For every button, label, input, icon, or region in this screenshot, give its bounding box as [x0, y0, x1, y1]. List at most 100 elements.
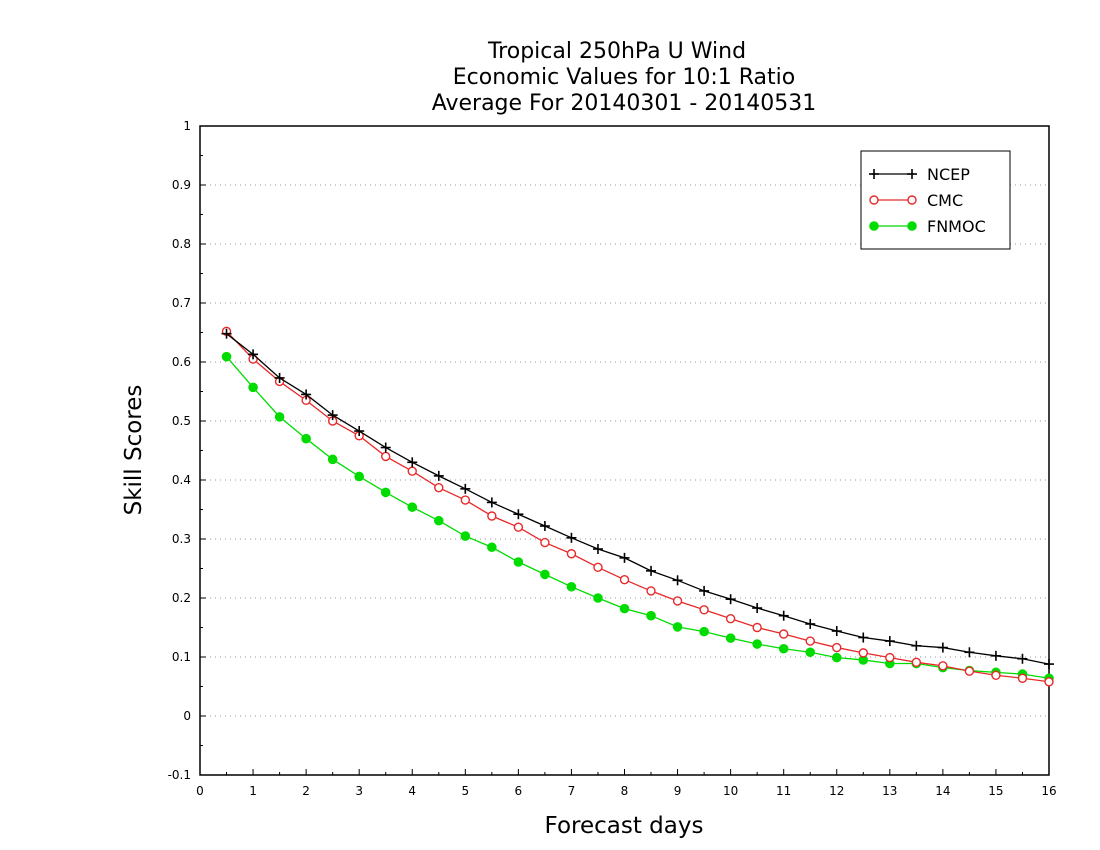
- y-tick-label: 0: [183, 709, 191, 723]
- legend-label: NCEP: [927, 165, 970, 184]
- data-point-cmc: [858, 648, 868, 658]
- data-point-cmc: [805, 636, 815, 646]
- data-point-cmc: [911, 657, 922, 668]
- data-point-fnmoc: [513, 557, 524, 567]
- data-point-cmc: [725, 613, 736, 624]
- data-point-cmc: [938, 661, 948, 671]
- data-point-fnmoc: [540, 569, 550, 580]
- data-point-ncep: [592, 544, 603, 555]
- data-point-ncep: [407, 457, 418, 468]
- data-point-ncep: [1017, 653, 1028, 664]
- y-tick-label: 0.3: [172, 532, 191, 546]
- x-tick-label: 1: [249, 784, 257, 798]
- gridlines: [200, 184, 1049, 717]
- y-axis: -0.1 0 0.1 0.2 0.3 0.4 0.5 0.6 0.7 0.8 0.9 1: [168, 119, 206, 782]
- y-tick-label: -0.1: [168, 768, 191, 782]
- data-point-cmc: [566, 549, 577, 559]
- x-tick-label: 5: [461, 784, 469, 798]
- data-point-ncep: [752, 603, 763, 614]
- x-tick-label: 10: [723, 784, 738, 798]
- data-point-cmc: [885, 652, 895, 663]
- data-point-fnmoc: [487, 542, 497, 553]
- data-point-fnmoc: [619, 603, 630, 614]
- legend-marker-right: [907, 195, 917, 205]
- data-point-ncep: [805, 618, 816, 629]
- data-point-ncep: [539, 521, 550, 532]
- data-point-cmc: [513, 522, 524, 532]
- legend: NCEP CMC FNMOC: [860, 150, 1011, 250]
- y-tick-label: 0.1: [172, 650, 191, 664]
- legend-marker-left: [869, 221, 879, 231]
- data-point-fnmoc: [831, 652, 842, 663]
- data-point-fnmoc: [301, 433, 311, 444]
- data-point-fnmoc: [805, 647, 816, 658]
- x-tick-label: 14: [935, 784, 950, 798]
- series-line-fnmoc: [226, 356, 1050, 679]
- data-point-ncep: [1044, 659, 1054, 670]
- data-point-cmc: [991, 670, 1001, 680]
- data-point-cmc: [619, 575, 630, 585]
- data-point-ncep: [619, 552, 630, 563]
- title-line-1: Tropical 250hPa U Wind: [487, 39, 746, 64]
- data-point-cmc: [540, 537, 550, 548]
- data-point-fnmoc: [646, 610, 656, 621]
- data-point-fnmoc: [725, 633, 736, 643]
- data-point-fnmoc: [460, 531, 471, 541]
- data-point-ncep: [274, 372, 285, 383]
- data-point-ncep: [831, 626, 842, 637]
- series-fnmoc: [221, 351, 1054, 684]
- data-point-cmc: [1044, 677, 1054, 687]
- data-point-ncep: [672, 575, 683, 586]
- data-point-ncep: [646, 565, 657, 576]
- data-point-fnmoc: [672, 622, 683, 632]
- data-point-fnmoc: [566, 581, 577, 592]
- data-point-ncep: [699, 585, 710, 596]
- x-tick-label: 8: [621, 784, 629, 798]
- data-point-ncep: [248, 349, 259, 360]
- y-tick-label: 0.4: [172, 473, 191, 487]
- data-point-cmc: [593, 562, 603, 573]
- data-point-fnmoc: [380, 487, 391, 498]
- data-point-ncep: [566, 532, 577, 543]
- y-tick-label: 0.5: [172, 414, 191, 428]
- data-point-cmc: [487, 511, 497, 521]
- legend-label: FNMOC: [927, 217, 986, 236]
- data-point-ncep: [301, 389, 312, 400]
- x-tick-label: 6: [515, 784, 523, 798]
- x-tick-label: 15: [988, 784, 1003, 798]
- data-point-ncep: [937, 642, 948, 653]
- x-tick-label: 11: [776, 784, 791, 798]
- chart-title: Tropical 250hPa U Wind Economic Values f…: [432, 39, 817, 116]
- y-tick-label: 0.2: [172, 591, 191, 605]
- data-point-fnmoc: [221, 351, 232, 362]
- x-tick-label: 2: [302, 784, 310, 798]
- data-point-cmc: [381, 451, 391, 462]
- y-tick-label: 0.7: [172, 296, 191, 310]
- data-point-cmc: [646, 586, 656, 596]
- legend-marker-left: [869, 169, 879, 179]
- data-point-ncep: [884, 636, 895, 647]
- x-tick-label: 16: [1041, 784, 1056, 798]
- data-point-cmc: [1017, 673, 1028, 683]
- series-line-ncep: [226, 333, 1050, 665]
- data-point-ncep: [858, 632, 869, 643]
- data-point-ncep: [433, 470, 444, 481]
- y-tick-label: 0.8: [172, 237, 191, 251]
- y-tick-label: 0.9: [172, 178, 191, 192]
- x-tick-label: 3: [355, 784, 363, 798]
- y-axis-label: Skill Scores: [121, 385, 147, 516]
- data-point-fnmoc: [593, 593, 603, 603]
- series-line-cmc: [226, 330, 1050, 683]
- data-point-ncep: [460, 483, 471, 494]
- data-point-cmc: [832, 642, 842, 653]
- x-tick-label: 9: [674, 784, 682, 798]
- x-axis: 0 1 2 3 4 5 6 7 8 9 10 11 12 13 14 15 16: [196, 769, 1057, 798]
- data-point-ncep: [327, 410, 338, 421]
- x-tick-label: 13: [882, 784, 897, 798]
- data-point-cmc: [434, 482, 444, 493]
- series-ncep: [221, 328, 1054, 670]
- x-tick-label: 7: [568, 784, 576, 798]
- data-point-ncep: [911, 640, 922, 651]
- data-point-cmc: [672, 596, 683, 606]
